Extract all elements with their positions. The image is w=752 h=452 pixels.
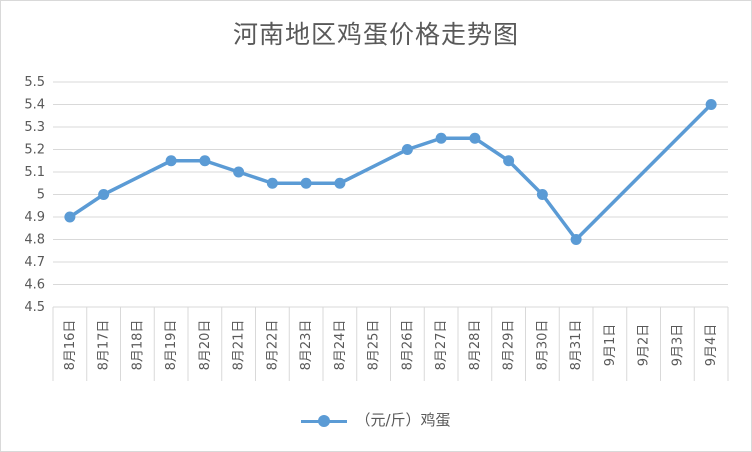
- data-point: [469, 132, 481, 144]
- x-tick-label: 8月30日: [535, 320, 550, 371]
- x-tick-label: 8月21日: [232, 320, 247, 371]
- x-tick-label: 8月28日: [468, 320, 483, 371]
- x-tick-label: 8月22日: [265, 320, 280, 371]
- legend-swatch: [301, 414, 348, 427]
- data-point: [98, 189, 110, 200]
- data-point: [503, 155, 515, 167]
- x-tick-label: 8月29日: [502, 320, 517, 371]
- x-tick-label: 9月1日: [603, 324, 618, 367]
- x-tick-label: 8月16日: [63, 320, 78, 371]
- data-point: [401, 144, 413, 155]
- x-tick-label: 8月24日: [333, 320, 348, 371]
- y-tick-label: 5.4: [24, 98, 45, 113]
- y-tick-label: 4.6: [24, 278, 45, 293]
- data-point: [435, 132, 447, 144]
- data-point: [233, 166, 245, 178]
- x-tick-label: 8月20日: [198, 320, 213, 371]
- x-tick-label: 8月23日: [299, 320, 314, 371]
- y-tick-label: 5.3: [24, 120, 45, 135]
- data-point: [300, 177, 312, 189]
- chart-title: 河南地区鸡蛋价格走势图: [232, 20, 519, 49]
- data-point: [705, 99, 717, 110]
- chart-plot: 4.5 4.6 4.7 4.8 4.9 5 5.1 5.2 5.3 5.4 5.5 8月16日 8月17…: [24, 75, 729, 381]
- data-point: [570, 234, 582, 245]
- y-tick-label: 5.2: [24, 143, 45, 158]
- data-point: [64, 211, 76, 223]
- data-point: [165, 155, 177, 167]
- x-tick-label: 8月19日: [164, 320, 179, 371]
- x-tick-label: 9月2日: [637, 324, 652, 367]
- y-tick-label: 4.8: [24, 233, 45, 248]
- chart-legend: （元/斤）鸡蛋: [1, 409, 751, 430]
- y-tick-label: 5.1: [24, 165, 45, 180]
- x-tick-label: 9月4日: [704, 324, 719, 367]
- legend-label: （元/斤）鸡蛋: [355, 411, 451, 429]
- y-tick-label: 5.5: [24, 75, 45, 90]
- data-point: [199, 155, 211, 167]
- y-tick-label: 5: [37, 188, 45, 203]
- x-tick-label: 8月25日: [367, 320, 382, 371]
- x-tick-label: 8月26日: [400, 320, 415, 371]
- x-tick-label: 8月18日: [130, 320, 145, 371]
- data-point: [334, 177, 346, 189]
- x-tick-label: 8月27日: [434, 320, 449, 371]
- x-tick-label: 9月3日: [670, 324, 685, 367]
- data-point: [536, 189, 548, 200]
- x-tick-label: 8月31日: [569, 320, 584, 371]
- y-tick-label: 4.5: [24, 300, 45, 315]
- y-tick-label: 4.7: [24, 255, 45, 270]
- x-tick-label: 8月17日: [97, 320, 112, 371]
- data-point: [266, 177, 278, 189]
- y-tick-label: 4.9: [24, 210, 45, 225]
